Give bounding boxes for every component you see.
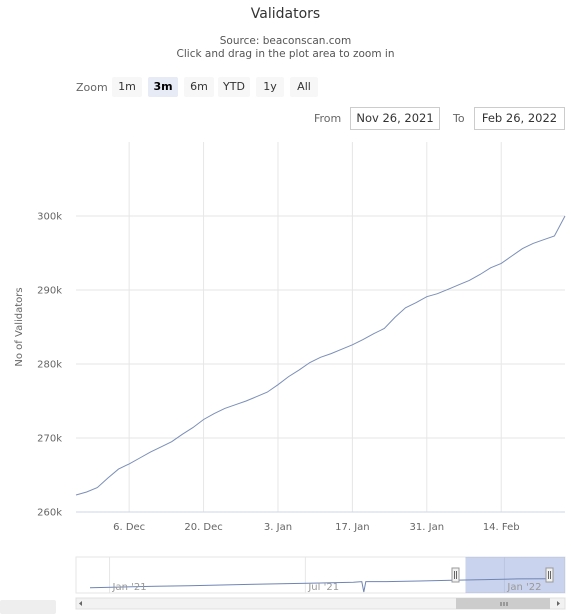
y-axis-ticks: 260k 270k 280k 290k 300k — [37, 212, 62, 519]
series-line-validators[interactable] — [75, 215, 566, 496]
zoom-label: Zoom — [76, 81, 108, 94]
x-tick-label: 17. Jan — [335, 522, 370, 533]
navigator-tick-label: Jan '21 — [112, 582, 147, 593]
scroll-right-arrow-icon[interactable] — [557, 601, 560, 606]
navigator-x-ticks: Jan '21 Jul '21 Jan '22 — [112, 582, 542, 593]
zoom-ytd-button[interactable]: YTD — [218, 77, 250, 97]
navigator-scrollbar-thumb[interactable] — [456, 598, 550, 609]
y-tick-label: 260k — [37, 508, 62, 519]
range-to-input[interactable]: Feb 26, 2022 — [474, 107, 565, 130]
chart-title: Validators — [250, 6, 321, 22]
y-tick-label: 270k — [37, 434, 62, 445]
navigator-frame — [75, 556, 566, 594]
x-tick-label: 31. Jan — [410, 522, 445, 533]
navigator-tick-label: Jan '22 — [506, 582, 541, 593]
bottom-overlay — [0, 600, 56, 614]
y-tick-label: 280k — [37, 360, 62, 371]
zoom-all-button[interactable]: All — [290, 77, 318, 97]
y-grid — [76, 215, 565, 513]
x-tick-label: 3. Jan — [264, 522, 292, 533]
navigator-right-handle[interactable] — [545, 567, 554, 583]
x-tick-label: 20. Dec — [184, 522, 222, 533]
chart-subtitle-hint: Click and drag in the plot area to zoom … — [176, 48, 395, 60]
x-tick-label: 6. Dec — [113, 522, 145, 533]
zoom-1y-button[interactable]: 1y — [256, 77, 284, 97]
navigator-left-handle[interactable] — [451, 567, 460, 583]
range-to-label: To — [453, 112, 465, 125]
x-axis-ticks: 6. Dec 20. Dec 3. Jan 17. Jan 31. Jan 14. Feb — [113, 522, 520, 533]
zoom-6m-button[interactable]: 6m — [184, 77, 214, 97]
x-tick-label: 14. Feb — [483, 522, 520, 533]
zoom-3m-button[interactable]: 3m — [148, 77, 178, 97]
navigator-scrollbar-track[interactable] — [75, 597, 566, 610]
y-tick-label: 290k — [37, 286, 62, 297]
scroll-left-arrow-icon[interactable] — [79, 601, 82, 606]
y-tick-label: 300k — [37, 212, 62, 223]
x-grid — [128, 142, 502, 512]
scrollbar-grip-icon — [500, 602, 508, 606]
navigator[interactable]: Jan '21 Jul '21 Jan '22 — [75, 556, 566, 610]
range-from-label: From — [314, 112, 342, 125]
y-axis-label: No of Validators — [14, 287, 25, 366]
navigator-tick-label: Jul '21 — [307, 582, 339, 593]
zoom-1m-button[interactable]: 1m — [112, 77, 142, 97]
range-from-input[interactable]: Nov 26, 2021 — [350, 107, 440, 130]
chart-subtitle-source: Source: beaconscan.com — [219, 35, 352, 47]
